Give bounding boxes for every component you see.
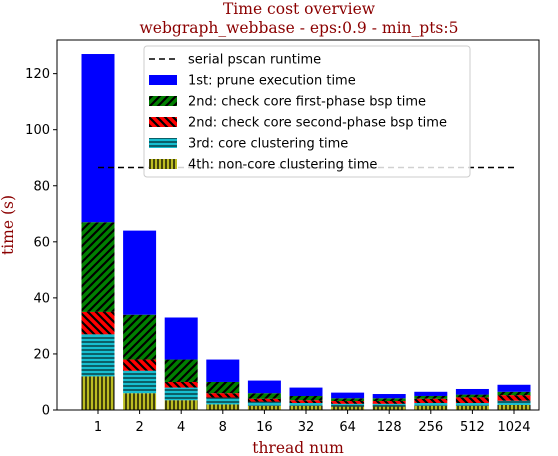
bar-segment-2nd-check-core-first-phase-bsp-time-8 (206, 381, 240, 394)
bar-segment-2nd-check-core-second-phase-bsp-time-64 (331, 401, 365, 404)
x-tick-label: 16 (256, 420, 273, 435)
bar-segment-1st-prune-execution-time-128 (372, 394, 406, 399)
bar-segment-4th-non-core-clustering-time-32 (289, 405, 323, 410)
bar-segment-2nd-check-core-second-phase-bsp-time-32 (289, 400, 323, 403)
bar-segment-4th-non-core-clustering-time-64 (331, 406, 365, 410)
y-tick-label: 80 (33, 179, 50, 194)
bar-segment-3rd-core-clustering-time-256 (414, 402, 448, 406)
bar-segment-4th-non-core-clustering-time-1 (81, 376, 115, 410)
bar-segment-1st-prune-execution-time-256 (414, 391, 448, 396)
bar-segment-1st-prune-execution-time-4 (164, 317, 198, 360)
bar-segment-4th-non-core-clustering-time-4 (164, 400, 198, 410)
legend-box (143, 45, 471, 178)
x-axis-label: thread num (252, 439, 344, 456)
bar-segment-4th-non-core-clustering-time-8 (206, 404, 240, 410)
legend: serial pscan runtime 1st: prune execution… (143, 45, 471, 178)
bar-segment-2nd-check-core-second-phase-bsp-time-128 (372, 401, 406, 404)
bar-segment-1st-prune-execution-time-512 (455, 388, 489, 395)
bar-segment-3rd-core-clustering-time-8 (206, 397, 240, 405)
y-tick-label: 100 (25, 123, 50, 138)
bar-segment-1st-prune-execution-time-2 (123, 230, 157, 315)
bar-segment-2nd-check-core-first-phase-bsp-time-1 (81, 222, 115, 312)
bar-segment-1st-prune-execution-time-16 (247, 380, 281, 394)
legend-label-2nd-check-core-second-phase-bsp-time: 2nd: check core second-phase bsp time (188, 116, 447, 131)
legend-label-4th-non-core-clustering-time: 4th: non-core clustering time (188, 158, 377, 173)
y-axis-label: time (s) (0, 195, 17, 255)
x-tick-label: 32 (298, 420, 315, 435)
x-tick-label: 512 (460, 420, 485, 435)
bar-segment-3rd-core-clustering-time-1 (81, 334, 115, 377)
bar-segment-4th-non-core-clustering-time-16 (247, 405, 281, 410)
bar-segment-3rd-core-clustering-time-16 (247, 401, 281, 406)
y-tick-label: 40 (33, 291, 50, 306)
bars-layer (81, 54, 531, 410)
bar-segment-2nd-check-core-first-phase-bsp-time-1024 (497, 391, 531, 396)
bar-segment-2nd-check-core-second-phase-bsp-time-8 (206, 393, 240, 398)
y-tick-label: 60 (33, 235, 50, 250)
bar-segment-1st-prune-execution-time-1 (81, 54, 115, 223)
legend-label-3rd-core-clustering-time: 3rd: core clustering time (188, 137, 348, 152)
bar-segment-2nd-check-core-first-phase-bsp-time-2 (123, 314, 157, 360)
bar-segment-2nd-check-core-second-phase-bsp-time-4 (164, 381, 198, 388)
bar-segment-1st-prune-execution-time-1024 (497, 384, 531, 392)
bar-segment-3rd-core-clustering-time-32 (289, 402, 323, 406)
bar-segment-1st-prune-execution-time-32 (289, 387, 323, 396)
y-tick-label: 120 (25, 67, 50, 82)
x-tick-label: 4 (177, 420, 185, 435)
bar-segment-3rd-core-clustering-time-1024 (497, 400, 531, 405)
y-tick-label: 20 (33, 347, 50, 362)
legend-swatch-2nd-check-core-second-phase-bsp-time (149, 117, 177, 127)
legend-swatch-2nd-check-core-first-phase-bsp-time (149, 96, 177, 106)
x-tick-label: 1024 (497, 420, 530, 435)
bar-segment-2nd-check-core-second-phase-bsp-time-1024 (497, 395, 531, 401)
bar-segment-3rd-core-clustering-time-512 (455, 402, 489, 406)
y-tick-label: 0 (42, 404, 50, 419)
bar-segment-3rd-core-clustering-time-64 (331, 403, 365, 407)
bar-segment-2nd-check-core-first-phase-bsp-time-32 (289, 395, 323, 401)
legend-label-1st-prune-execution-time: 1st: prune execution time (188, 74, 356, 89)
bar-segment-2nd-check-core-second-phase-bsp-time-2 (123, 359, 157, 371)
bar-segment-4th-non-core-clustering-time-512 (455, 405, 489, 410)
bar-segment-4th-non-core-clustering-time-128 (372, 406, 406, 410)
legend-label-2nd-check-core-first-phase-bsp-time: 2nd: check core first-phase bsp time (188, 95, 426, 110)
bar-segment-2nd-check-core-second-phase-bsp-time-1 (81, 311, 115, 335)
bar-segment-2nd-check-core-second-phase-bsp-time-256 (414, 398, 448, 403)
x-tick-label: 64 (339, 420, 356, 435)
x-tick-label: 1 (94, 420, 102, 435)
bar-segment-1st-prune-execution-time-64 (331, 392, 365, 399)
bar-segment-2nd-check-core-first-phase-bsp-time-64 (331, 398, 365, 402)
bar-segment-2nd-check-core-first-phase-bsp-time-16 (247, 393, 281, 399)
chart-title: Time cost overview (223, 0, 376, 18)
bar-segment-4th-non-core-clustering-time-1024 (497, 404, 531, 410)
legend-swatch-3rd-core-clustering-time (149, 138, 177, 148)
bar-segment-2nd-check-core-first-phase-bsp-time-256 (414, 395, 448, 399)
x-tick-label: 2 (135, 420, 143, 435)
legend-swatch-4th-non-core-clustering-time (149, 159, 177, 169)
legend-label-serial-pscan-runtime: serial pscan runtime (188, 53, 321, 68)
bar-segment-2nd-check-core-first-phase-bsp-time-128 (372, 398, 406, 402)
chart-subtitle: webgraph_webbase - eps:0.9 - min_pts:5 (140, 19, 459, 37)
bar-segment-2nd-check-core-second-phase-bsp-time-16 (247, 398, 281, 402)
bar-segment-2nd-check-core-second-phase-bsp-time-512 (455, 397, 489, 403)
x-axis: 1 2 4 8 16 32 64 128 256 512 1024 (94, 410, 531, 435)
bar-segment-3rd-core-clustering-time-2 (123, 370, 157, 394)
x-tick-label: 128 (377, 420, 402, 435)
y-axis: 0 20 40 60 80 100 120 (25, 67, 57, 419)
x-tick-label: 256 (418, 420, 443, 435)
bar-segment-4th-non-core-clustering-time-2 (123, 393, 157, 410)
bar-segment-2nd-check-core-first-phase-bsp-time-4 (164, 359, 198, 382)
bar-segment-3rd-core-clustering-time-4 (164, 387, 198, 401)
legend-swatch-1st-prune-execution-time (149, 75, 177, 85)
bar-segment-1st-prune-execution-time-8 (206, 359, 240, 382)
x-tick-label: 8 (219, 420, 227, 435)
bar-segment-2nd-check-core-first-phase-bsp-time-512 (455, 394, 489, 398)
bar-segment-3rd-core-clustering-time-128 (372, 403, 406, 407)
bar-segment-4th-non-core-clustering-time-256 (414, 405, 448, 410)
plot-frame (56, 39, 540, 411)
